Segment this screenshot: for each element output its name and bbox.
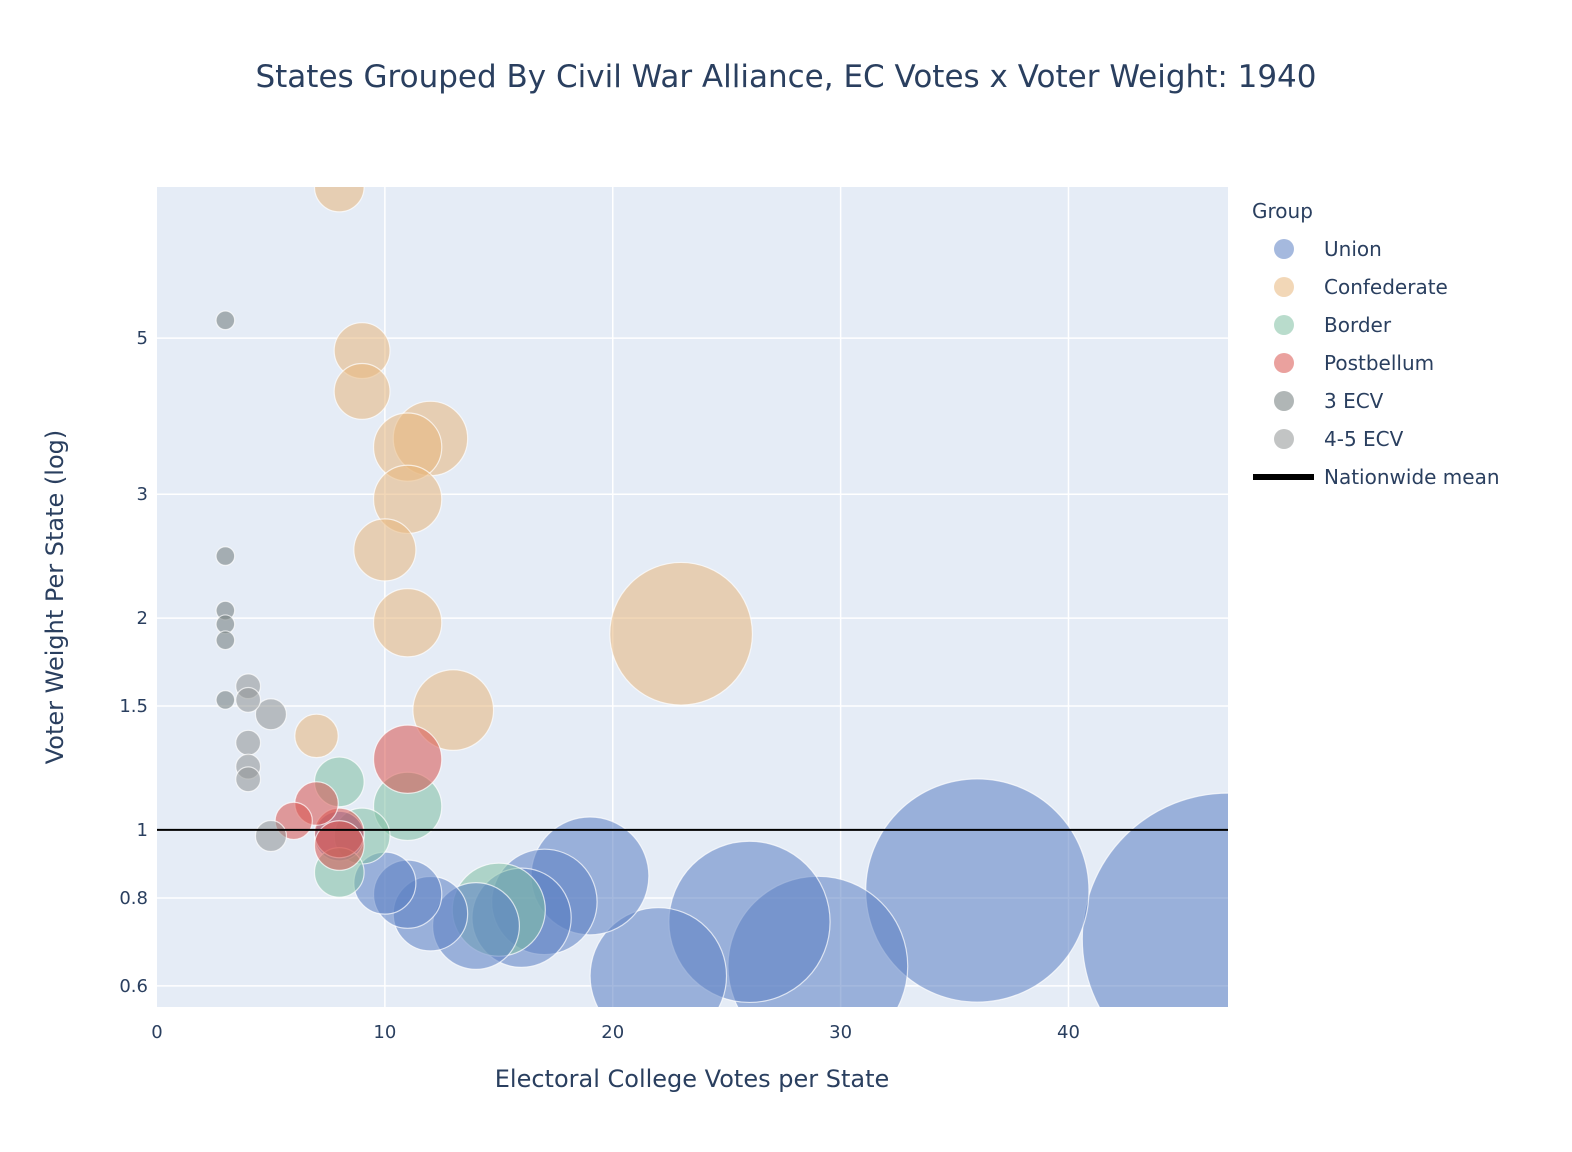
point-3-ecv [215, 310, 236, 331]
x-tick-label: 40 [1057, 1022, 1080, 1043]
point-confederate [294, 713, 339, 759]
point-4-5-ecv [235, 766, 262, 793]
legend-label-postbellum: Postbellum [1324, 351, 1434, 375]
legend-label-border: Border [1324, 313, 1392, 337]
y-tick-label: 1.5 [119, 696, 148, 717]
legend-label-confederate: Confederate [1324, 275, 1448, 299]
legend: Group Union Confederate Border Postbellum 3 … [1252, 199, 1500, 489]
y-tick-labels: 0.6 0.8 1 1.5 2 3 5 [119, 328, 148, 997]
data-points [215, 187, 1228, 1007]
point-union [1081, 792, 1228, 1007]
point-union [589, 907, 728, 1007]
y-tick-label: 1 [137, 820, 148, 841]
point-confederate [313, 187, 365, 213]
chart-title: States Grouped By Civil War Alliance, EC… [255, 59, 1316, 95]
point-confederate [353, 518, 417, 582]
point-3-ecv [215, 546, 236, 566]
x-tick-label: 0 [151, 1022, 162, 1043]
legend-marker-border [1274, 315, 1294, 335]
x-axis-title: Electoral College Votes per State [495, 1065, 890, 1093]
y-tick-label: 2 [137, 608, 148, 629]
x-tick-label: 10 [373, 1022, 396, 1043]
x-tick-label: 20 [601, 1022, 624, 1043]
point-confederate [412, 669, 495, 751]
x-tick-label: 30 [829, 1022, 852, 1043]
legend-marker-union [1274, 239, 1294, 259]
point-postbellum [313, 820, 365, 871]
x-tick-labels: 0 10 20 30 40 [151, 1022, 1080, 1043]
legend-label-4-5-ecv: 4-5 ECV [1324, 427, 1404, 451]
point-4-5-ecv [254, 698, 288, 731]
legend-label-3-ecv: 3 ECV [1324, 389, 1384, 413]
point-confederate [333, 362, 391, 420]
legend-marker-3-ecv [1274, 391, 1294, 411]
point-4-5-ecv [254, 819, 288, 853]
y-tick-label: 5 [137, 328, 148, 349]
point-confederate [372, 588, 443, 658]
y-tick-label: 0.8 [119, 888, 148, 909]
legend-marker-4-5-ecv [1274, 429, 1294, 449]
y-axis-title: Voter Weight Per State (log) [41, 430, 69, 765]
point-postbellum [372, 724, 443, 794]
legend-marker-postbellum [1274, 353, 1294, 373]
point-confederate [609, 561, 754, 706]
legend-marker-confederate [1274, 277, 1294, 297]
point-3-ecv [215, 690, 236, 710]
y-tick-label: 0.6 [119, 976, 148, 997]
point-4-5-ecv [235, 686, 262, 713]
legend-label-nationwide-mean: Nationwide mean [1324, 465, 1500, 489]
point-3-ecv [215, 630, 236, 651]
y-tick-label: 3 [137, 484, 148, 505]
point-4-5-ecv [235, 729, 262, 756]
legend-title: Group [1252, 199, 1313, 223]
legend-label-union: Union [1324, 237, 1382, 261]
